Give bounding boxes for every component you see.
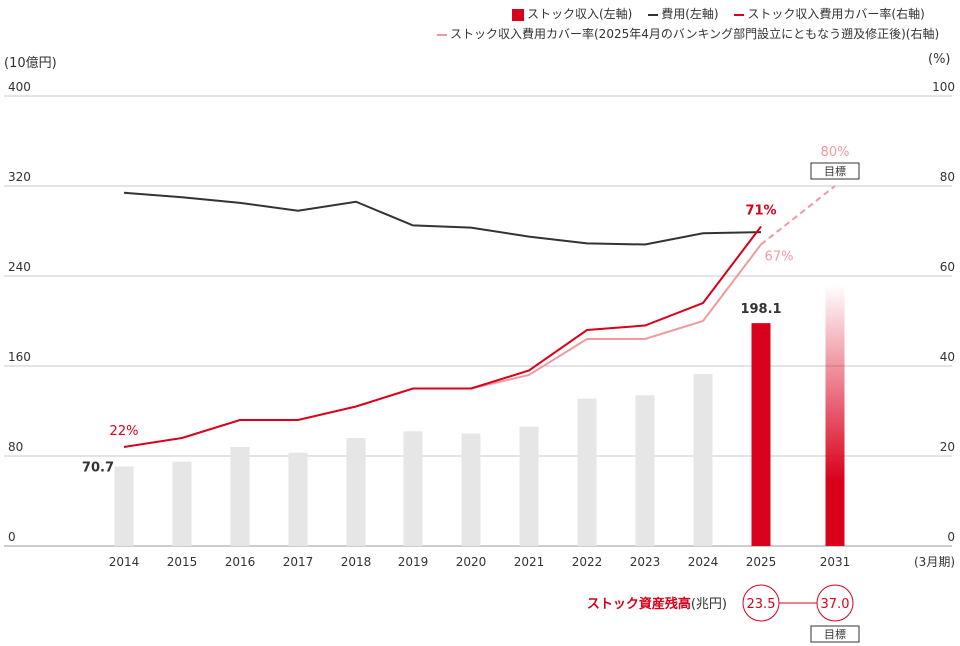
legend-swatch-bar — [512, 8, 524, 21]
bar-2023 — [635, 395, 655, 546]
bar-2025 — [751, 323, 771, 546]
x-tick-2031: 2031 — [820, 555, 851, 569]
x-tick-2016: 2016 — [225, 555, 256, 569]
stock-assets-circle-2031 — [816, 584, 854, 622]
legend-item-cover-rate: ストック収入費用カバー率(右軸) — [734, 7, 925, 21]
x-tick-2014: 2014 — [109, 555, 140, 569]
data-label-target-rate: 80% — [821, 145, 850, 160]
data-label-cover-adjusted-2025: 67% — [765, 250, 794, 265]
x-tick-2025: 2025 — [746, 555, 777, 569]
legend-item-cover-rate-adjusted: ストック収入費用カバー率(2025年4月のバンキング部門設立にともなう遡及修正後… — [437, 27, 939, 41]
x-tick-2023: 2023 — [630, 555, 661, 569]
right-axis-unit: (%) — [928, 52, 951, 67]
x-tick-2021: 2021 — [514, 555, 545, 569]
bar-2018 — [346, 438, 366, 546]
stock-assets-circle-2025 — [742, 584, 780, 622]
left-axis-unit: (10億円) — [4, 56, 57, 71]
bar-2021 — [519, 426, 539, 546]
right-tick-label: 80 — [940, 170, 955, 184]
left-tick-label: 160 — [8, 350, 31, 364]
left-tick-label: 80 — [8, 440, 23, 454]
legend-swatch-line-red — [734, 13, 745, 16]
x-tick-2022: 2022 — [572, 555, 603, 569]
bar-2017 — [288, 452, 308, 546]
bar-2016 — [230, 447, 250, 546]
x-tick-2024: 2024 — [688, 555, 719, 569]
x-tick-2020: 2020 — [456, 555, 487, 569]
legend-row-2: ストック収入費用カバー率(2025年4月のバンキング部門設立にともなう遡及修正後… — [437, 25, 939, 42]
bar-2024 — [693, 373, 713, 546]
stock-assets-target-label: 目標 — [824, 627, 846, 641]
x-axis-suffix: (3月期) — [914, 555, 955, 569]
right-tick-label: 0 — [947, 530, 955, 544]
cover-rate-adjusted-line — [470, 243, 762, 390]
stock-assets-label: ストック資産残高(兆円) — [587, 596, 727, 612]
stock-assets-target-box — [810, 625, 860, 643]
data-label-2014-bar: 70.7 — [82, 460, 114, 475]
bar-2022 — [577, 398, 597, 546]
stock-assets-value-2031: 37.0 — [821, 597, 850, 612]
cost-line — [123, 191, 762, 246]
bar-2019 — [403, 431, 423, 546]
left-tick-label: 0 — [8, 530, 16, 544]
right-tick-label: 100 — [932, 80, 955, 94]
right-tick-label: 20 — [940, 440, 955, 454]
data-label-cover-2025: 71% — [745, 204, 776, 219]
x-tick-2015: 2015 — [167, 555, 198, 569]
legend-swatch-line-pink — [437, 33, 447, 36]
x-tick-2017: 2017 — [283, 555, 314, 569]
stock-assets-unit: (兆円) — [691, 597, 727, 612]
x-tick-2018: 2018 — [341, 555, 372, 569]
target-dashed-line — [760, 185, 836, 246]
left-tick-label: 240 — [8, 260, 31, 274]
legend-item-stock-income: ストック収入(左軸) — [512, 7, 636, 21]
legend-swatch-line-dark — [648, 13, 659, 16]
right-tick-label: 60 — [940, 260, 955, 274]
x-tick-2019: 2019 — [398, 555, 429, 569]
bar-2031 — [825, 285, 845, 546]
legend-row-1: ストック収入(左軸) 費用(左軸) ストック収入費用カバー率(右軸) — [512, 5, 925, 22]
legend-item-cost: 費用(左軸) — [648, 7, 722, 21]
target-box-label: 目標 — [824, 164, 846, 178]
bar-2015 — [172, 461, 192, 546]
right-tick-label: 40 — [940, 350, 955, 364]
bar-2020 — [461, 433, 481, 546]
data-label-2025-bar: 198.1 — [740, 302, 781, 317]
data-label-cover-start: 22% — [110, 424, 139, 439]
bar-2014 — [114, 466, 134, 546]
left-tick-label: 320 — [8, 170, 31, 184]
cover-rate-line — [123, 225, 762, 448]
stock-assets-value-2025: 23.5 — [747, 597, 776, 612]
left-tick-label: 400 — [8, 80, 31, 94]
target-box — [810, 162, 860, 180]
